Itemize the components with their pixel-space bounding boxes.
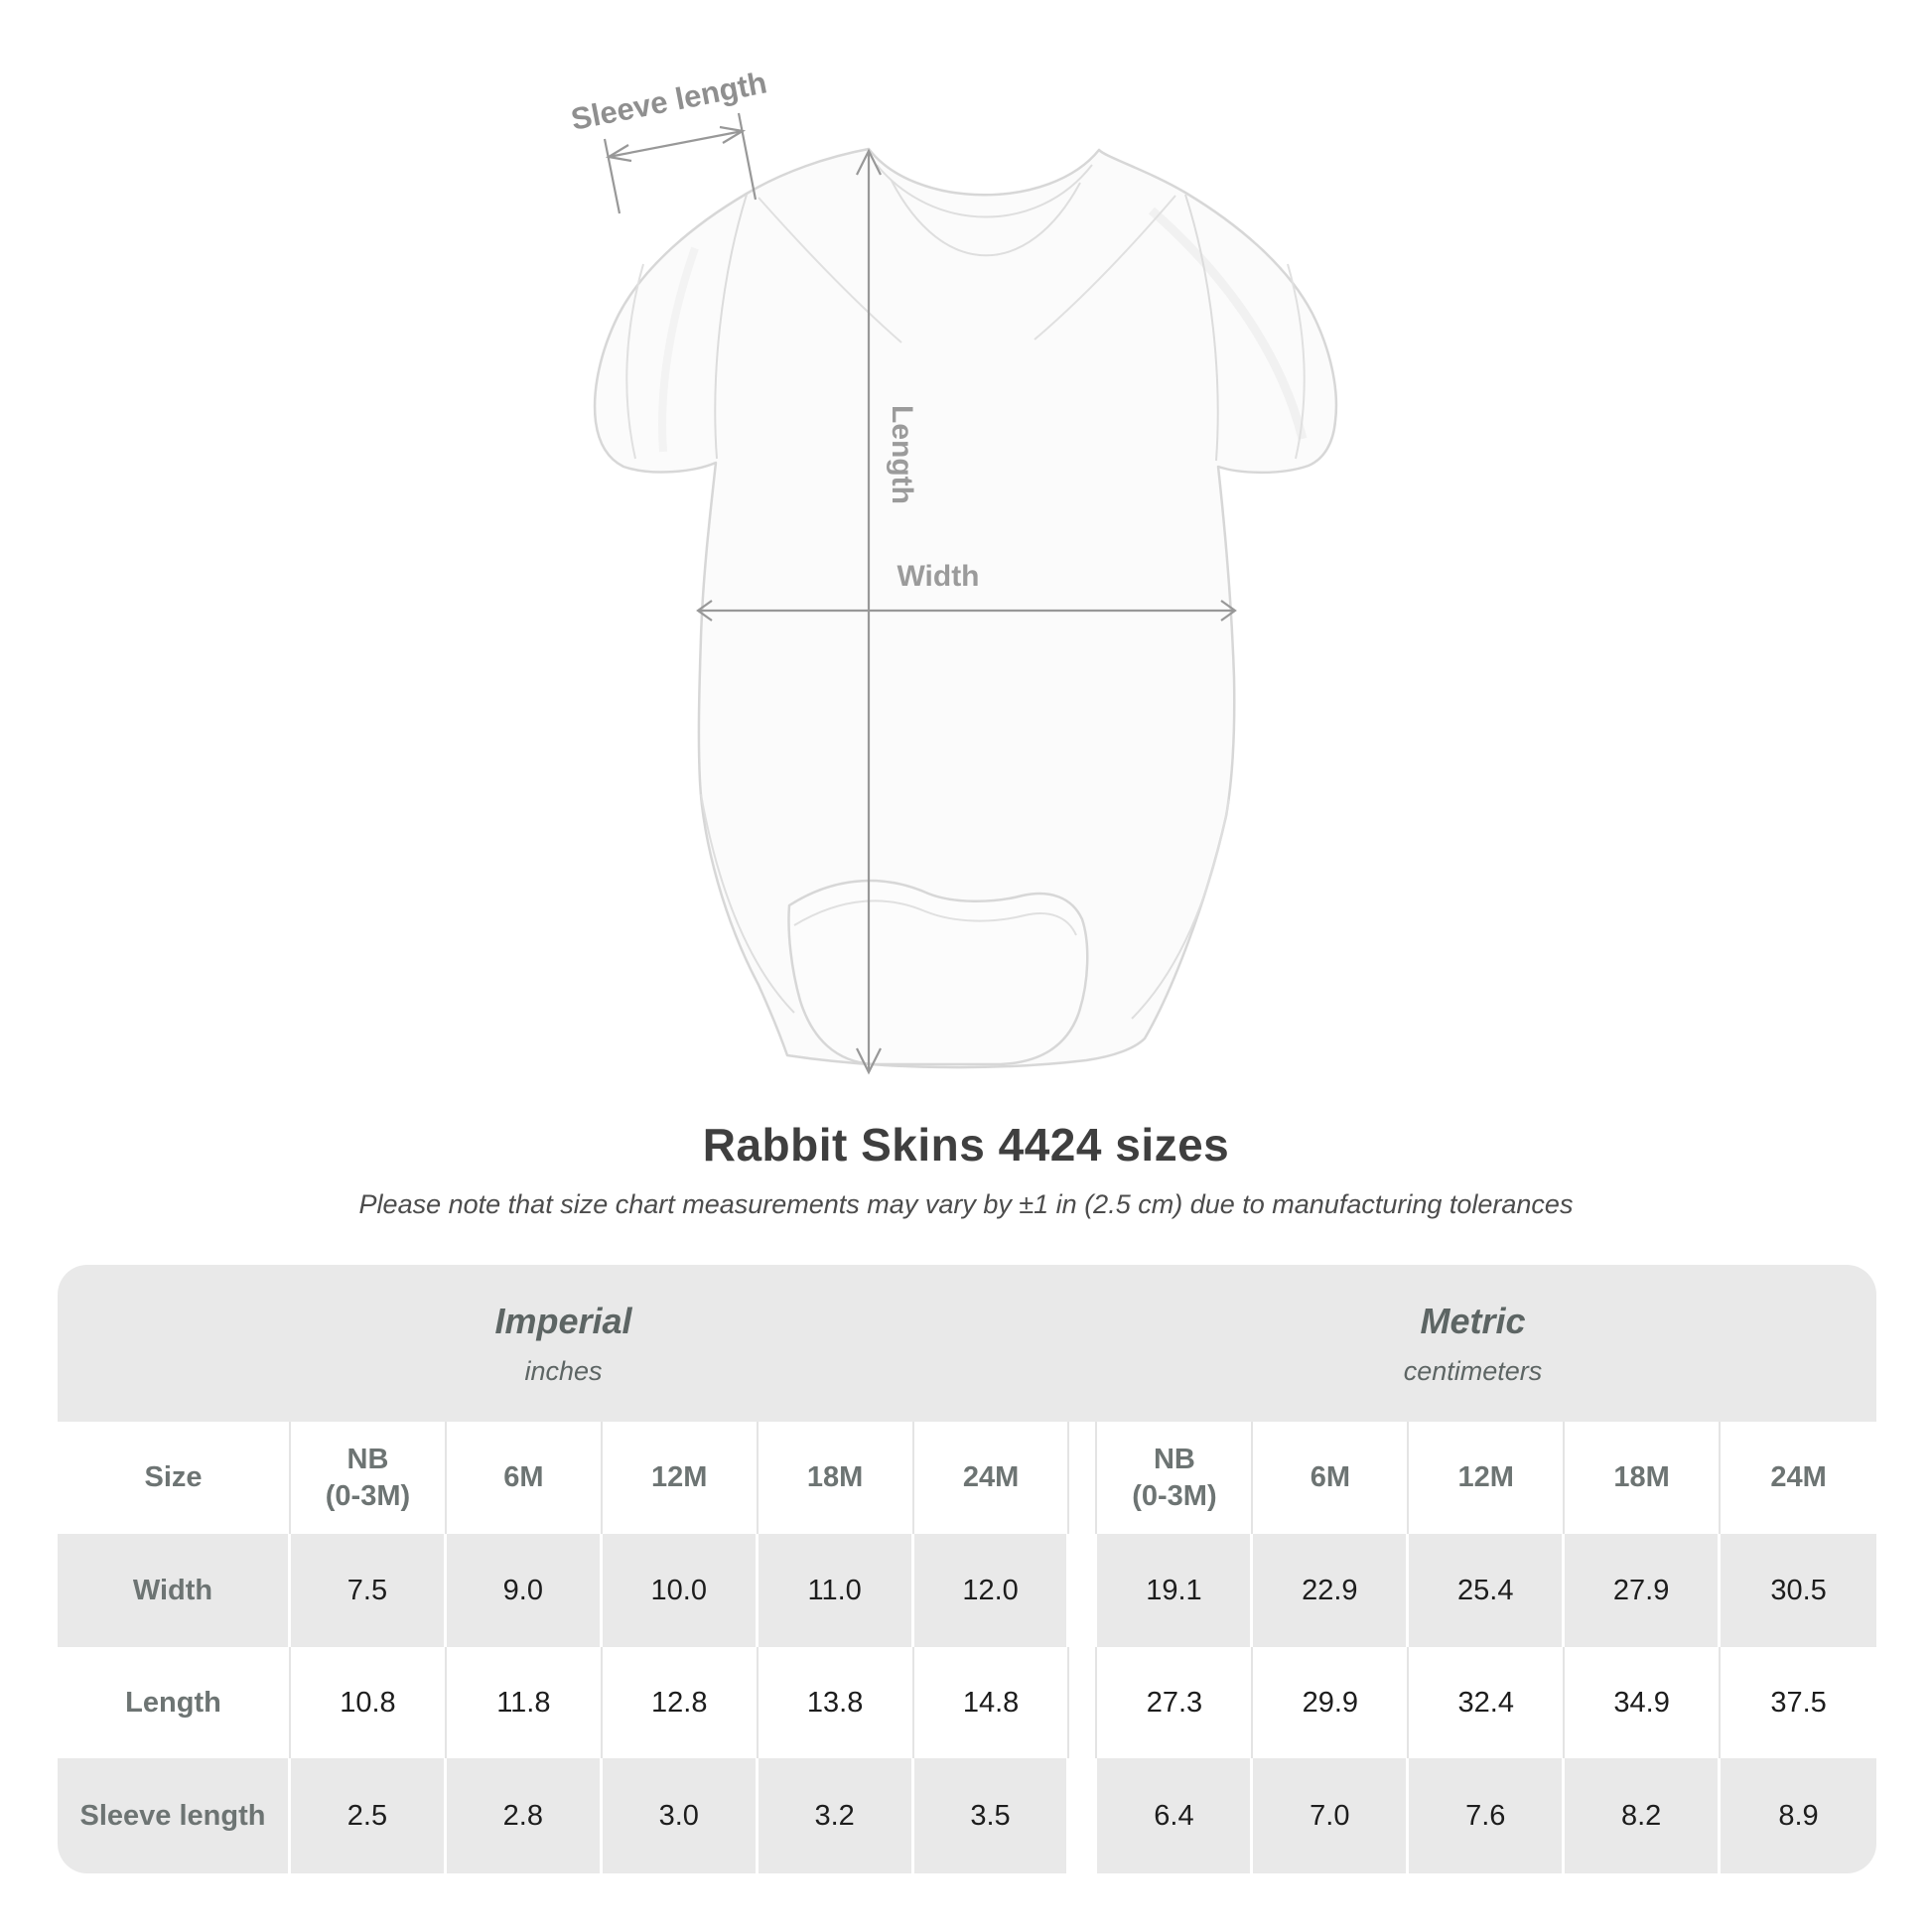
column-header: 6M (446, 1422, 603, 1534)
crotch-flap (787, 879, 1089, 1066)
table-cell: 29.9 (1253, 1647, 1410, 1758)
sleeve-hem-right (1287, 263, 1306, 460)
group-gap (1069, 1534, 1097, 1647)
table-cell: 12.8 (602, 1647, 759, 1758)
group-gap (1069, 1422, 1098, 1534)
table-cell: 37.5 (1721, 1647, 1876, 1758)
column-header: 24M (1721, 1422, 1876, 1534)
table-cell: 12.0 (913, 1534, 1070, 1647)
neck-opening-seam (891, 180, 1081, 257)
column-header: 18M (1565, 1422, 1722, 1534)
table-row-length: Length 10.8 11.8 12.8 13.8 14.8 27.3 29.9 32.4 34… (58, 1647, 1876, 1758)
sleeve-length-label: Sleeve length (568, 65, 769, 136)
column-header: NB (0-3M) (291, 1422, 447, 1534)
leg-binding-left (700, 793, 795, 1014)
table-cell: 7.6 (1409, 1758, 1566, 1873)
row-label: Sleeve length (58, 1758, 291, 1873)
group-label-metric: Metric (1420, 1300, 1526, 1341)
table-cell: 3.5 (913, 1758, 1070, 1873)
group-label-imperial: Imperial (494, 1300, 632, 1341)
onesie-illustration (593, 147, 1338, 1069)
armhole-seam-left (714, 194, 748, 460)
size-table: Imperial inches Metric centimeters Size N… (58, 1265, 1876, 1873)
onesie-body-outline (593, 147, 1338, 1069)
column-header: 6M (1253, 1422, 1410, 1534)
crotch-flap-binding (793, 899, 1077, 936)
column-header: 12M (602, 1422, 759, 1534)
width-label: Width (897, 560, 979, 593)
table-cell: 7.0 (1253, 1758, 1410, 1873)
table-cell: 3.2 (758, 1758, 914, 1873)
column-header-row: Size NB (0-3M) 6M 12M 18M 24M NB (0-3M) 6M 12M 18M 2… (58, 1422, 1876, 1534)
group-sublabel-imperial: inches (524, 1355, 603, 1386)
group-sublabel-metric: centimeters (1403, 1355, 1543, 1386)
table-cell: 30.5 (1721, 1534, 1876, 1647)
table-cell: 25.4 (1409, 1534, 1566, 1647)
width-dimension (696, 600, 1237, 621)
page-subtitle: Please note that size chart measurements… (358, 1189, 1574, 1219)
neckband-seam (876, 164, 1093, 218)
leg-binding-right (1131, 798, 1230, 1020)
column-header: 24M (913, 1422, 1070, 1534)
group-header-metric: Metric centimeters (1069, 1265, 1876, 1422)
table-cell: 27.3 (1097, 1647, 1254, 1758)
page-title: Rabbit Skins 4424 sizes (702, 1119, 1230, 1171)
group-gap (1069, 1647, 1098, 1758)
column-header: 12M (1409, 1422, 1566, 1534)
table-cell: 32.4 (1409, 1647, 1566, 1758)
envelope-flap-right (1034, 195, 1176, 341)
table-cell: 27.9 (1565, 1534, 1722, 1647)
row-label: Length (58, 1647, 291, 1758)
table-cell: 22.9 (1253, 1534, 1410, 1647)
table-row-width: Width 7.5 9.0 10.0 11.0 12.0 19.1 22.9 25.4 27.9 3… (58, 1534, 1876, 1647)
column-header: NB (0-3M) (1097, 1422, 1254, 1534)
sleeve-hem-left (625, 263, 644, 460)
table-cell: 7.5 (291, 1534, 447, 1647)
group-header-imperial: Imperial inches (58, 1265, 1069, 1422)
armhole-seam-right (1184, 194, 1219, 462)
length-label: Length (886, 405, 918, 504)
sleeve-length-dimension (603, 112, 758, 214)
table-cell: 3.0 (602, 1758, 759, 1873)
table-cell: 8.2 (1565, 1758, 1722, 1873)
table-cell: 10.0 (602, 1534, 759, 1647)
column-header: 18M (758, 1422, 914, 1534)
onesie-measurement-diagram: Sleeve length Length Width (568, 65, 1338, 1075)
size-column-header: Size (58, 1422, 291, 1534)
envelope-flap-left (758, 197, 902, 344)
table-cell: 2.5 (291, 1758, 447, 1873)
table-cell: 10.8 (291, 1647, 447, 1758)
row-label: Width (58, 1534, 291, 1647)
group-gap (1069, 1758, 1097, 1873)
table-cell: 13.8 (758, 1647, 914, 1758)
table-cell: 34.9 (1565, 1647, 1722, 1758)
table-group-header-row: Imperial inches Metric centimeters (58, 1265, 1876, 1422)
table-cell: 19.1 (1097, 1534, 1254, 1647)
table-cell: 11.0 (758, 1534, 914, 1647)
table-cell: 11.8 (446, 1647, 603, 1758)
table-cell: 8.9 (1721, 1758, 1876, 1873)
table-row-sleeve-length: Sleeve length 2.5 2.8 3.0 3.2 3.5 6.4 7.0 7.6 8.2… (58, 1758, 1876, 1873)
table-cell: 2.8 (446, 1758, 603, 1873)
table-cell: 14.8 (913, 1647, 1070, 1758)
table-cell: 6.4 (1097, 1758, 1254, 1873)
table-cell: 9.0 (446, 1534, 603, 1647)
measurement-annotations (603, 112, 1237, 1075)
